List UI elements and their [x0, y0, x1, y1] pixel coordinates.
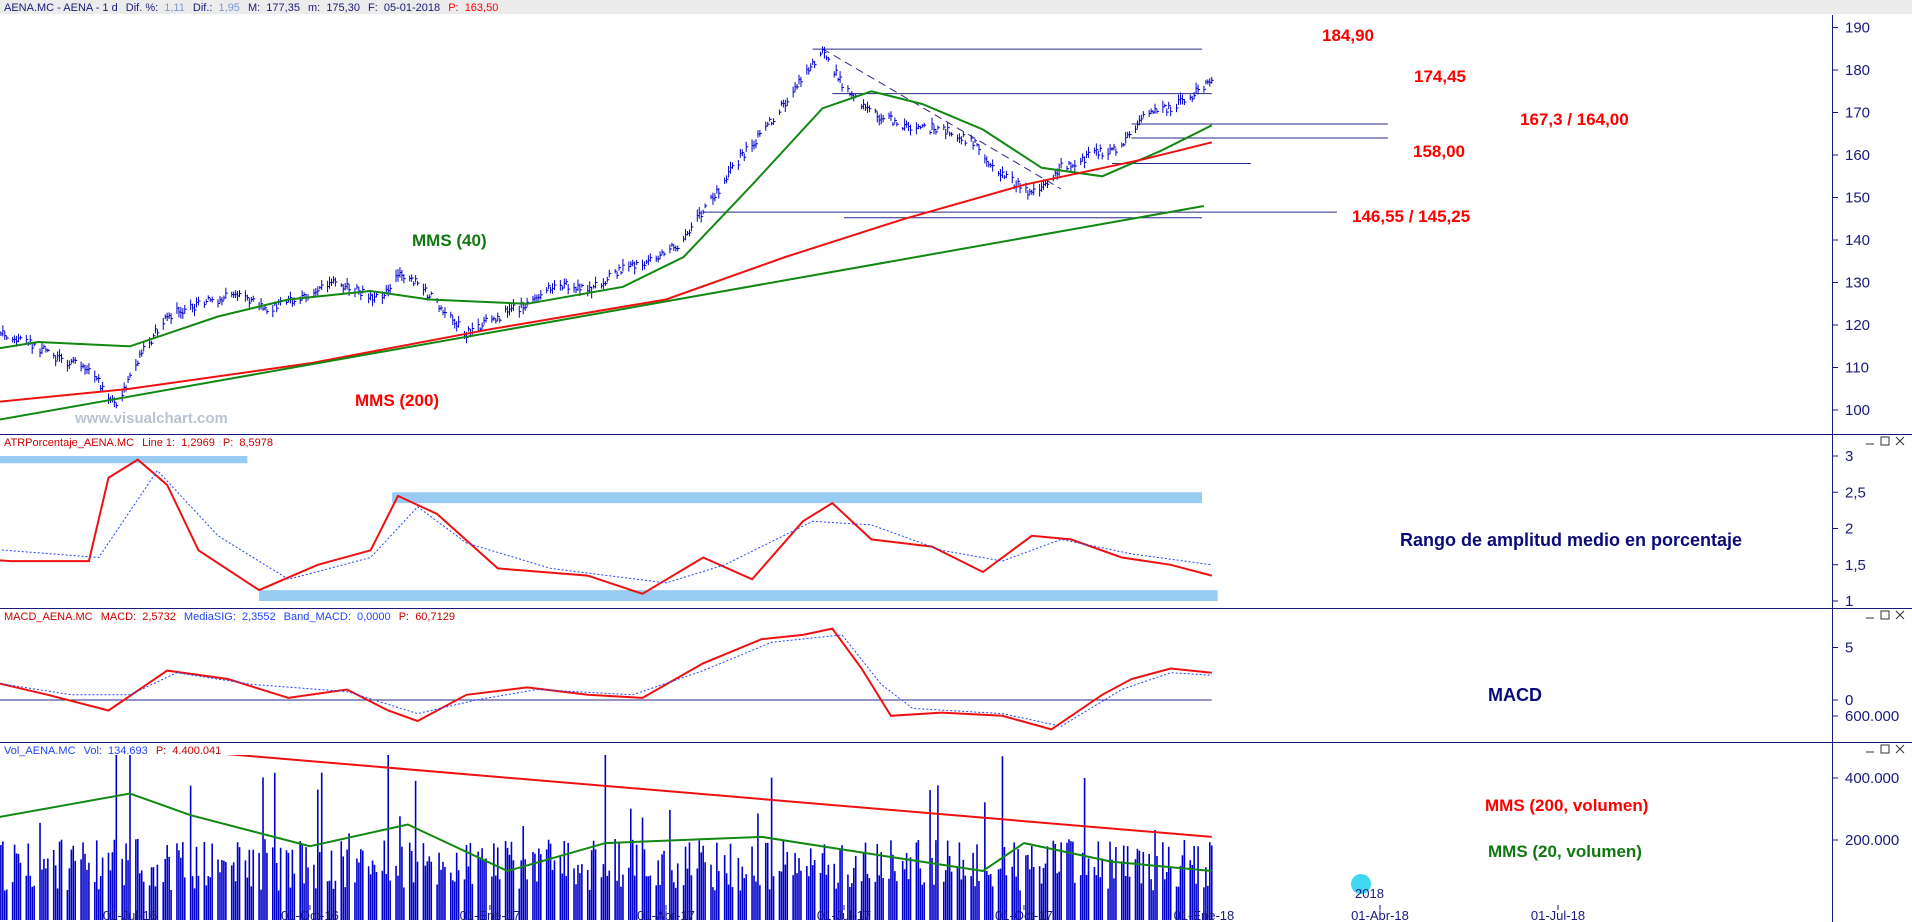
atr-y-tick-label: 1,5: [1845, 557, 1866, 574]
close-icon[interactable]: [1895, 610, 1905, 620]
dif-value: 1,95: [219, 2, 240, 14]
mms40-label: MMS (40): [412, 231, 487, 250]
macd-header: MACD_AENA.MC MACD: 2,5732 MediaSIG: 2,35…: [4, 611, 455, 623]
p-value: 163,50: [465, 2, 499, 14]
price-bars: [0, 46, 1214, 409]
date-tick-label: 01-Abr-17: [637, 908, 695, 922]
vol-window-controls[interactable]: [1866, 744, 1905, 754]
atr-band: [392, 492, 1202, 504]
price-y-tick-label: 130: [1845, 275, 1870, 292]
mms40-line: [0, 90, 1213, 350]
min-value: 175,30: [326, 2, 360, 14]
close-icon[interactable]: [1895, 744, 1905, 754]
price-panel: [0, 46, 1388, 421]
volume-mms200-line: [225, 755, 1212, 838]
price-y-tick-label: 100: [1845, 402, 1870, 419]
maximize-icon[interactable]: [1880, 610, 1890, 620]
price-annotations: 184,90 174,45 167,3 / 164,00 158,00 146,…: [74, 26, 1629, 427]
trendline-line: [0, 205, 1205, 421]
level-146-label: 146,55 / 145,25: [1352, 207, 1470, 226]
macd-macd-line: [0, 627, 1212, 731]
price-header: AENA.MC - AENA - 1 d Dif. %: 1,11 Dif.: …: [4, 2, 498, 14]
maximize-icon[interactable]: [1880, 436, 1890, 446]
atr-panel: [0, 456, 1218, 601]
date-value: 05-01-2018: [384, 2, 440, 14]
volume-mms20-line: [0, 792, 1212, 873]
atr-window-controls[interactable]: [1866, 436, 1905, 446]
price-y-tick-label: 150: [1845, 190, 1870, 207]
watermark: www.visualchart.com: [74, 410, 228, 427]
panel-frames: [0, 15, 1912, 922]
atr-band: [259, 590, 1218, 601]
macd-y-tick-label: 5: [1845, 640, 1853, 657]
atr-y-tick-label: 2,5: [1845, 484, 1866, 501]
mms200-line: [0, 141, 1213, 403]
volume-y-tick-label: 600.000: [1845, 708, 1899, 725]
price-y-tick-label: 180: [1845, 62, 1870, 79]
volume-panel: [0, 755, 1213, 920]
atr-y-tick-label: 3: [1845, 448, 1853, 465]
price-y-tick-label: 190: [1845, 20, 1870, 37]
atr-band: [0, 456, 248, 464]
macd-signal-line: [0, 634, 1212, 727]
max-value: 177,35: [266, 2, 300, 14]
atr-y-tick-label: 2: [1845, 521, 1853, 538]
date-tick-label: 01-Oct-16: [281, 908, 339, 922]
year-tag: 2018: [1355, 886, 1384, 901]
current-bar-marker: [1351, 874, 1371, 894]
date-tick-label: 01-Ene-18: [1174, 908, 1235, 922]
vol-mms20-label: MMS (20, volumen): [1488, 842, 1642, 861]
maximize-icon[interactable]: [1880, 744, 1890, 754]
dashed-downtrend-line: [822, 48, 1062, 190]
price-y-tick-label: 110: [1845, 360, 1869, 377]
date-tick-label: 01-Ene-17: [460, 908, 521, 922]
level-174-label: 174,45: [1414, 67, 1466, 86]
atr-atr-line: [0, 458, 1213, 595]
volume-y-tick-label: 400.000: [1845, 770, 1899, 787]
axes: 100 110 120 130 140 150 160 170 180 190 1 1,5 2 2,5 3 0…: [103, 20, 1899, 922]
vol-mms200-label: MMS (200, volumen): [1485, 796, 1648, 815]
macd-window-controls[interactable]: [1866, 610, 1905, 620]
price-symbol: AENA.MC - AENA - 1 d: [4, 2, 118, 14]
date-tick-label: 01-Jul-17: [817, 908, 871, 922]
date-tick-label: 01-Abr-18: [1351, 908, 1409, 922]
volume-y-tick-label: 200.000: [1845, 832, 1899, 849]
atr-signal-line: [0, 469, 1212, 584]
level-158-label: 158,00: [1413, 142, 1465, 161]
price-y-tick-label: 140: [1845, 232, 1870, 249]
vol-header: Vol_AENA.MC Vol: 134.693 P: 4.400.041: [4, 745, 221, 757]
level-167-label: 167,3 / 164,00: [1520, 110, 1629, 129]
dif-pct-value: 1,11: [164, 2, 185, 14]
panel-window-buttons: [1866, 436, 1905, 754]
price-y-tick-label: 160: [1845, 147, 1870, 164]
atr-header: ATRPorcentaje_AENA.MC Line 1: 1,2969 P: …: [4, 437, 273, 449]
price-header-bg: [0, 0, 1912, 14]
mms200-label: MMS (200): [355, 391, 439, 410]
close-icon[interactable]: [1895, 436, 1905, 446]
atr-y-tick-label: 1: [1845, 593, 1853, 610]
macd-panel: [0, 627, 1212, 731]
macd-y-tick-label: 0: [1845, 692, 1853, 709]
atr-caption: Rango de amplitud medio en porcentaje: [1400, 530, 1742, 550]
macd-caption: MACD: [1488, 685, 1542, 705]
price-y-tick-label: 120: [1845, 317, 1870, 334]
price-y-tick-label: 170: [1845, 105, 1870, 122]
date-tick-label: 01-Oct-17: [995, 908, 1053, 922]
level-184-label: 184,90: [1322, 26, 1374, 45]
date-tick-label: 01-Jul-18: [1531, 908, 1585, 922]
date-tick-label: 01-Jul-16: [103, 908, 157, 922]
